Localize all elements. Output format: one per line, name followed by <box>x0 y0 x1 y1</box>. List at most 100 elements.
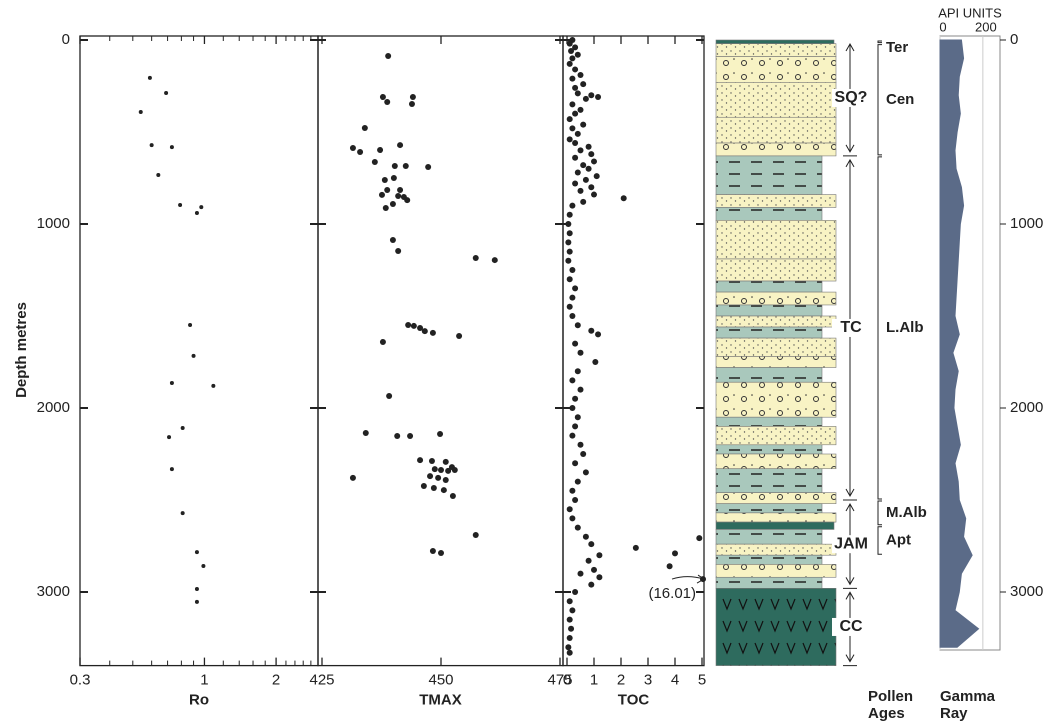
pollen-bracket <box>877 156 882 500</box>
data-point <box>577 570 584 577</box>
sequence-label: TC <box>840 319 862 336</box>
x-tick-label: 1 <box>590 672 598 689</box>
lithology-unit <box>715 468 823 493</box>
pollen-label: Pollen Ages <box>868 688 914 722</box>
data-point <box>191 353 196 358</box>
x-tick-label: 5 <box>698 672 706 689</box>
data-point <box>569 55 576 62</box>
data-point <box>389 200 396 207</box>
data-point <box>566 248 573 255</box>
pollen-bracket <box>877 44 882 156</box>
sequence-label: CC <box>839 618 863 635</box>
data-point <box>377 147 384 154</box>
data-point <box>577 187 584 194</box>
data-point <box>572 140 579 147</box>
data-point <box>585 165 592 172</box>
data-point <box>472 255 479 262</box>
data-point <box>574 524 581 531</box>
lithology-unit <box>715 492 837 504</box>
data-point <box>566 276 573 283</box>
y-tick-label: 0 <box>62 31 70 48</box>
data-point <box>362 430 369 437</box>
data-point <box>582 95 589 102</box>
lithology-unit <box>715 56 837 83</box>
data-point <box>572 180 579 187</box>
sequence-label: JAM <box>834 535 868 552</box>
data-point <box>445 467 452 474</box>
data-point <box>194 599 199 604</box>
data-point <box>565 221 572 227</box>
data-point <box>417 457 424 464</box>
data-point <box>572 44 579 51</box>
data-point <box>580 81 587 88</box>
y-axis-label: Depth metres <box>13 302 30 398</box>
lithology-unit <box>715 576 823 589</box>
data-point <box>211 383 216 388</box>
data-point <box>451 467 458 474</box>
lithology-unit <box>715 444 823 455</box>
lithology-unit <box>715 529 823 545</box>
data-point <box>574 51 581 58</box>
data-point <box>666 563 673 570</box>
data-point <box>449 492 456 499</box>
data-point <box>569 515 576 522</box>
data-point <box>201 564 206 569</box>
y-tick-label: 1000 <box>1010 215 1043 232</box>
lithology-unit <box>715 543 837 556</box>
data-point <box>569 75 576 82</box>
lithology-unit <box>715 280 823 293</box>
y-tick-label: 3000 <box>37 583 70 600</box>
data-point <box>361 124 368 131</box>
data-point <box>194 210 199 215</box>
data-point <box>431 466 438 473</box>
x-tick-label: 0.3 <box>70 672 91 689</box>
data-point <box>379 338 386 345</box>
data-point <box>472 531 479 538</box>
data-point <box>572 66 579 73</box>
data-point <box>572 497 579 503</box>
off-scale-point <box>700 576 706 583</box>
x-tick-label: 425 <box>309 672 334 689</box>
sequence-label-bg <box>832 88 870 107</box>
data-point <box>593 173 600 180</box>
lithology-unit <box>715 356 837 368</box>
data-point <box>169 145 174 150</box>
data-point <box>582 176 589 183</box>
data-point <box>580 198 587 205</box>
data-point <box>164 90 169 95</box>
data-point <box>379 94 386 101</box>
data-point <box>194 550 199 555</box>
lithology-unit <box>715 521 835 530</box>
x-tick-label: 2 <box>617 672 625 689</box>
data-point <box>568 625 575 632</box>
data-point <box>371 158 378 165</box>
data-point <box>438 549 444 556</box>
data-point <box>421 328 428 335</box>
data-point <box>407 432 414 439</box>
data-point <box>574 130 581 137</box>
data-point <box>430 485 437 492</box>
sequence-label-bg <box>832 535 870 554</box>
data-point <box>437 430 444 437</box>
lithology-unit <box>715 142 837 157</box>
data-point <box>410 322 417 329</box>
data-point <box>566 649 573 656</box>
data-point <box>428 457 435 464</box>
data-point <box>565 644 572 651</box>
data-point <box>596 574 603 581</box>
data-point <box>569 313 576 319</box>
data-point <box>491 257 498 264</box>
data-point <box>425 163 432 170</box>
data-point <box>569 607 576 614</box>
data-point <box>417 324 424 331</box>
data-point <box>569 101 576 108</box>
lithology-unit <box>715 588 837 666</box>
data-point <box>169 380 174 385</box>
data-point <box>574 368 581 375</box>
data-point <box>188 323 193 328</box>
data-point <box>588 581 595 588</box>
data-point <box>180 511 185 516</box>
data-point <box>194 587 199 592</box>
lithology-unit <box>715 416 823 427</box>
